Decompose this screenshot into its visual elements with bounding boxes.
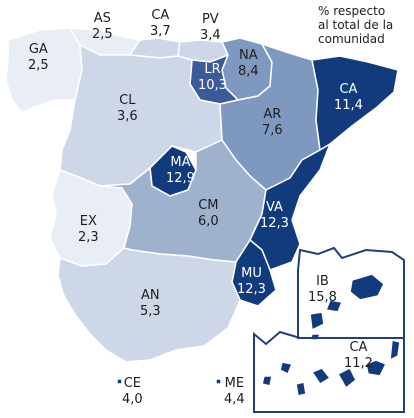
region-melilla[interactable] xyxy=(215,378,222,385)
label-baleares: IB 15,8 xyxy=(308,274,337,305)
label-castilla-mancha: CM 6,0 xyxy=(198,198,219,229)
label-canarias: CA 11,2 xyxy=(344,340,373,371)
region-baleares[interactable] xyxy=(309,273,385,341)
label-pais-vasco: PV 3,4 xyxy=(200,12,221,43)
map-legend: % respecto al total de la comunidad xyxy=(318,4,393,46)
label-andalucia: AN 5,3 xyxy=(140,288,161,319)
label-aragon: AR 7,6 xyxy=(262,107,283,138)
region-castilla-leon[interactable] xyxy=(59,44,223,187)
region-valencia[interactable] xyxy=(249,143,331,271)
label-melilla: ME 4,4 xyxy=(224,376,245,407)
label-navarra: NA 8,4 xyxy=(238,48,259,79)
label-castilla-leon: CL 3,6 xyxy=(117,93,138,124)
region-andalucia[interactable] xyxy=(57,247,241,363)
region-ceuta[interactable] xyxy=(116,378,123,385)
label-asturias: AS 2,5 xyxy=(92,11,113,42)
canarias-inset-frame xyxy=(253,330,405,413)
label-la-rioja: LR 10,3 xyxy=(198,62,227,93)
label-madrid: MA 12,9 xyxy=(166,155,195,186)
label-cantabria: CA 3,7 xyxy=(150,8,171,39)
label-ceuta: CE 4,0 xyxy=(122,376,143,407)
label-valencia: VA 12,3 xyxy=(260,200,289,231)
legend-line: % respecto xyxy=(318,4,386,18)
label-galicia: GA 2,5 xyxy=(28,42,49,73)
region-canarias[interactable] xyxy=(261,339,401,397)
label-extremadura: EX 2,3 xyxy=(78,214,99,245)
legend-line: al total de la xyxy=(318,18,394,32)
legend-line: comunidad xyxy=(318,32,385,46)
label-murcia: MU 12,3 xyxy=(237,266,266,297)
label-cataluna: CA 11,4 xyxy=(334,82,363,113)
region-cataluna[interactable] xyxy=(311,55,399,151)
